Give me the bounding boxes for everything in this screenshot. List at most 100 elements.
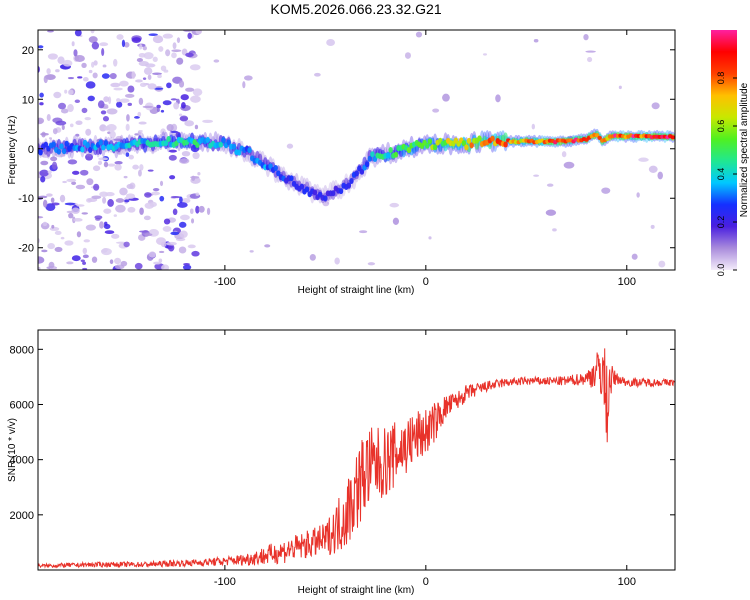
noise-speckle [132, 164, 139, 170]
noise-speckle [618, 85, 622, 90]
noise-speckle [191, 218, 195, 224]
noise-speckle [102, 116, 110, 122]
noise-speckle [155, 237, 167, 245]
snr-xlabel: Height of straight line (km) [298, 585, 415, 596]
noise-speckle [38, 256, 45, 264]
noise-speckle [91, 41, 100, 50]
noise-speckle [144, 192, 152, 198]
noise-speckle [42, 199, 48, 208]
noise-speckle [116, 98, 121, 103]
spectrogram-xtick-label: 0 [423, 276, 429, 288]
noise-speckle [123, 241, 130, 248]
noise-speckle [428, 236, 432, 240]
noise-speckle [60, 108, 69, 114]
noise-speckle [98, 157, 109, 161]
ridge-cell [432, 144, 438, 151]
noise-speckle [87, 95, 95, 102]
noise-speckle [631, 253, 638, 260]
noise-speckle [58, 102, 66, 110]
noise-speckle [206, 207, 211, 216]
noise-speckle [99, 191, 109, 197]
colorbar-tick-label: 0.2 [716, 216, 726, 229]
noise-speckle [83, 239, 91, 243]
noise-speckle [158, 258, 163, 263]
noise-speckle [47, 243, 55, 250]
noise-speckle [178, 221, 187, 228]
colorbar-tick-label: 0.8 [716, 72, 726, 85]
noise-speckle [178, 113, 183, 117]
colorbar-tick-label: 0.6 [716, 120, 726, 133]
noise-speckle [113, 58, 118, 67]
noise-speckle [77, 76, 83, 79]
noise-speckle [187, 244, 196, 249]
noise-speckle [38, 216, 44, 219]
noise-speckle [153, 87, 164, 90]
noise-speckle [143, 52, 154, 60]
noise-speckle [39, 169, 49, 177]
noise-speckle [82, 267, 88, 270]
noise-speckle [163, 218, 171, 225]
noise-speckle [71, 41, 75, 47]
noise-speckle [178, 246, 187, 254]
noise-speckle [67, 89, 74, 96]
noise-speckle [46, 193, 53, 197]
ridge-cell [59, 143, 64, 150]
ridge-cell [464, 144, 469, 151]
noise-speckle [127, 206, 136, 213]
ridge-cell [388, 147, 393, 154]
noise-speckle [195, 30, 203, 35]
noise-speckle [189, 64, 201, 71]
noise-speckle [650, 224, 655, 229]
noise-speckle [134, 262, 143, 270]
noise-speckle [173, 102, 180, 110]
snr-ytick-label: 4000 [10, 455, 34, 467]
ridge-cell [43, 141, 49, 148]
ridge-cell [385, 152, 391, 159]
noise-speckle [139, 43, 143, 50]
noise-speckle [552, 228, 557, 232]
noise-speckle [159, 180, 164, 187]
noise-speckle [147, 169, 154, 172]
noise-speckle [103, 161, 109, 168]
noise-speckle [104, 126, 111, 131]
noise-speckle [120, 260, 128, 267]
spectrogram-xtick-label: 100 [618, 276, 636, 288]
ridge-cell [304, 186, 310, 193]
noise-speckle [75, 184, 86, 190]
noise-speckle [46, 68, 51, 75]
colorbar-gradient [711, 30, 737, 270]
noise-speckle [326, 39, 335, 46]
noise-speckle [166, 124, 174, 132]
noise-speckle [38, 266, 41, 270]
snr-ytick-label: 8000 [10, 344, 34, 356]
snr-xtick-label: 0 [423, 576, 429, 588]
snr-ytick-label: 2000 [10, 510, 34, 522]
noise-speckle [563, 161, 575, 169]
noise-speckle [115, 198, 125, 203]
noise-speckle [583, 33, 589, 41]
noise-speckle [102, 64, 107, 68]
noise-speckle [61, 124, 65, 130]
noise-speckle [587, 57, 593, 63]
noise-speckle [359, 230, 368, 234]
noise-speckle [638, 157, 649, 162]
noise-speckle [159, 250, 165, 253]
noise-speckle [109, 130, 116, 139]
noise-speckle [142, 77, 147, 81]
ridge-cell [367, 155, 372, 162]
noise-speckle [119, 80, 129, 87]
noise-speckle [167, 243, 175, 252]
noise-speckle [171, 52, 177, 59]
ridge-cell [276, 170, 281, 177]
noise-speckle [152, 35, 164, 44]
ridge-cell [594, 133, 600, 138]
noise-speckle [101, 48, 105, 57]
noise-speckle [135, 79, 143, 83]
noise-speckle [39, 102, 44, 106]
noise-speckle [648, 165, 658, 173]
ridge-cell [88, 147, 93, 154]
noise-speckle [138, 53, 146, 58]
noise-speckle [48, 261, 55, 269]
noise-speckle [314, 72, 321, 77]
ridge-cell [85, 142, 90, 149]
